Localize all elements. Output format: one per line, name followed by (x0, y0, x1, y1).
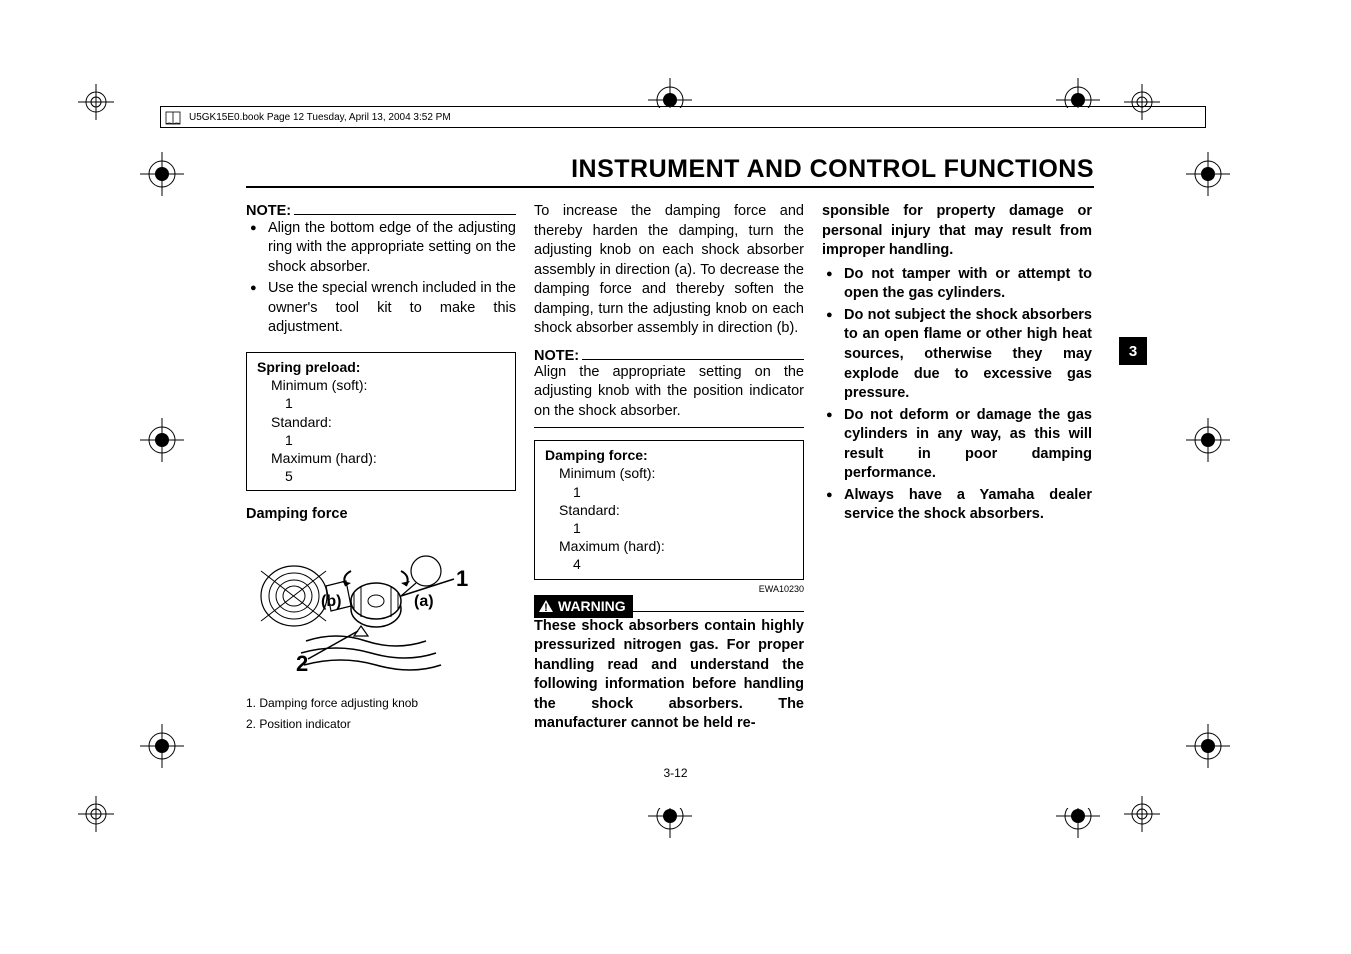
crop-mark (140, 418, 184, 467)
list-item: Use the special wrench included in the o… (246, 279, 516, 338)
figure-caption-2: 2. Position indicator (246, 716, 516, 733)
column-3: sponsible for property damage or persona… (822, 202, 1092, 734)
warning-icon: ! (538, 599, 554, 613)
spec-title: Spring preload: (257, 358, 505, 376)
list-item: Do not tamper with or attempt to open th… (822, 265, 1092, 304)
spec-value: 1 (257, 394, 505, 412)
crop-mark (648, 808, 692, 843)
spec-label: Standard: (257, 413, 505, 431)
spec-label: Standard: (545, 501, 793, 519)
spec-label: Maximum (hard): (545, 537, 793, 555)
page-number: 3-12 (0, 766, 1351, 780)
section-title: INSTRUMENT AND CONTROL FUNCTIONS (246, 155, 1094, 188)
crop-mark (1056, 808, 1100, 843)
crop-mark (76, 82, 116, 127)
chapter-number: 3 (1129, 343, 1137, 360)
crop-mark (76, 794, 116, 839)
spec-label: Minimum (soft): (257, 376, 505, 394)
figure-caption-1: 1. Damping force adjusting knob (246, 695, 516, 712)
svg-text:1: 1 (456, 566, 468, 591)
intro-paragraph: To increase the damping force and thereb… (534, 202, 804, 339)
damping-force-spec: Damping force: Minimum (soft): 1 Standar… (534, 440, 804, 579)
crop-mark (1122, 794, 1162, 839)
note-bullets: Align the bottom edge of the adjusting r… (246, 219, 516, 338)
spec-value: 4 (545, 555, 793, 573)
list-item: Align the bottom edge of the adjusting r… (246, 219, 516, 278)
spec-label: Maximum (hard): (257, 449, 505, 467)
warning-badge: ! WARNING (534, 595, 633, 618)
note-label: NOTE: (534, 348, 579, 364)
spec-value: 1 (545, 483, 793, 501)
book-icon (164, 109, 182, 130)
spec-label: Minimum (soft): (545, 464, 793, 482)
note-text: Align the appropriate setting on the adj… (534, 363, 804, 422)
column-2: To increase the damping force and thereb… (534, 202, 804, 734)
crop-mark (1186, 418, 1230, 467)
spec-value: 1 (257, 431, 505, 449)
crop-mark (140, 152, 184, 201)
warning-continuation: sponsible for property damage or persona… (822, 202, 1092, 261)
content-area: INSTRUMENT AND CONTROL FUNCTIONS NOTE: A… (246, 155, 1094, 734)
spec-value: 5 (257, 467, 505, 485)
warning-bullets: Do not tamper with or attempt to open th… (822, 265, 1092, 525)
svg-text:(b): (b) (321, 593, 341, 610)
spec-value: 1 (545, 519, 793, 537)
list-item: Always have a Yamaha dealer service the … (822, 486, 1092, 525)
warning-code: EWA10230 (534, 583, 804, 595)
damping-force-heading: Damping force (246, 505, 516, 525)
list-item: Do not deform or damage the gas cylinder… (822, 406, 1092, 484)
svg-text:(a): (a) (414, 593, 434, 610)
header-text: U5GK15E0.book Page 12 Tuesday, April 13,… (189, 112, 451, 123)
svg-text:2: 2 (296, 651, 308, 676)
warning-label: WARNING (558, 597, 626, 616)
damping-knob-figure: (b) (a) 1 2 (246, 531, 516, 691)
note-label: NOTE: (246, 203, 291, 219)
page-header: U5GK15E0.book Page 12 Tuesday, April 13,… (160, 106, 1206, 128)
crop-mark (1186, 152, 1230, 201)
column-1: NOTE: Align the bottom edge of the adjus… (246, 202, 516, 734)
chapter-tab: 3 (1119, 337, 1147, 365)
svg-text:!: ! (544, 602, 548, 613)
spring-preload-spec: Spring preload: Minimum (soft): 1 Standa… (246, 352, 516, 491)
spec-title: Damping force: (545, 446, 793, 464)
list-item: Do not subject the shock absorbers to an… (822, 306, 1092, 404)
warning-text: These shock absorbers contain highly pre… (534, 617, 804, 734)
